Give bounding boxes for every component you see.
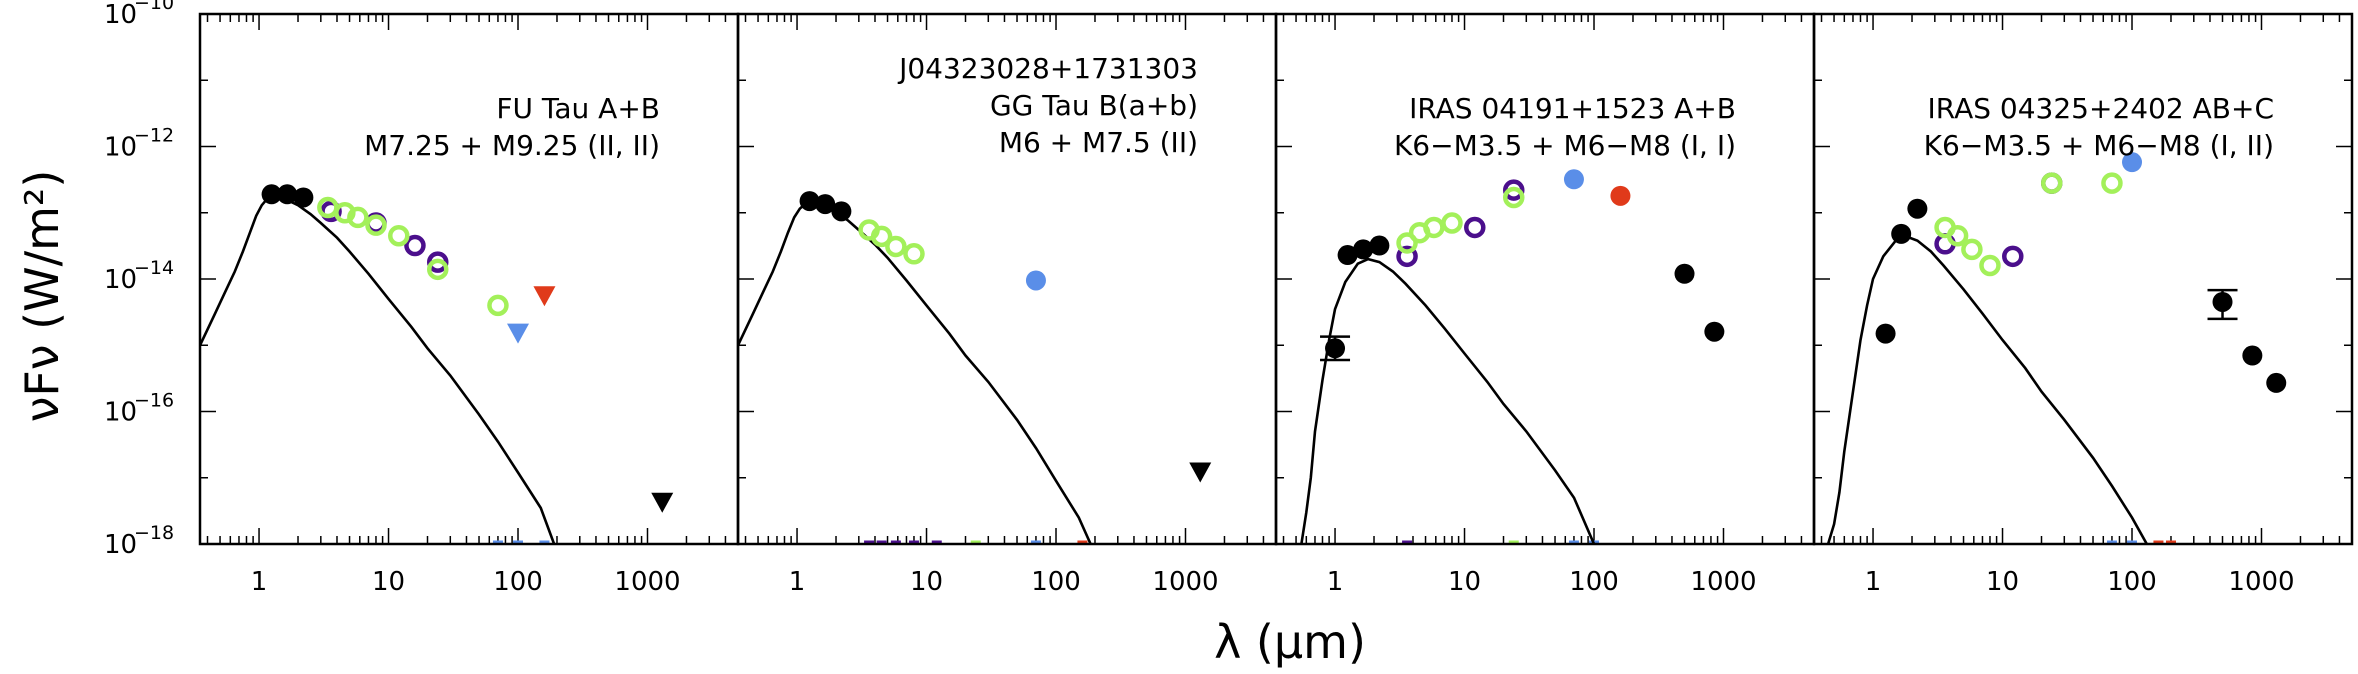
data-point [1610,185,1631,206]
panel-4: IRAS 04325+2402 AB+C K6−M3.5 + M6−M8 (I, … [1812,12,2354,546]
data-point [1875,323,1896,344]
y-tick-label: 10−10 [104,0,174,30]
y-tick-label: 10−16 [104,390,174,428]
data-point [1946,224,1969,247]
x-tick-label: 10 [372,567,405,597]
model-sed-curve [1300,257,1596,544]
data-point [870,225,893,248]
upper-limit-marker [507,323,530,344]
data-point [2041,172,2063,194]
data-point [1704,321,1725,342]
upper-limit-marker [1189,462,1212,483]
data-point [1503,186,1525,209]
x-tick-label: 1 [789,567,806,597]
data-point [1674,263,1695,284]
data-point [427,258,449,281]
data-point [1979,254,2001,277]
data-point [347,206,369,229]
panel-title-line: FU Tau A+B [496,92,660,125]
data-point [1025,270,1046,291]
data-point [815,194,836,215]
y-tick-label: 10−18 [104,522,174,560]
data-point [2122,152,2143,173]
panel-title-line: K6−M3.5 + M6−M8 (I, II) [1924,129,2274,162]
y-axis-label: νFν (W/m²) [15,170,69,423]
x-tick-label: 100 [2107,567,2157,597]
upper-limit-marker [533,286,556,307]
model-sed-curve [200,194,556,544]
data-point [2242,345,2263,366]
data-point [885,235,907,258]
panel-title-line: K6−M3.5 + M6−M8 (I, I) [1394,129,1736,162]
panel-title-line: M7.25 + M9.25 (II, II) [364,129,660,162]
x-tick-label: 100 [1569,567,1619,597]
data-point [277,184,298,205]
panel-frame [1812,12,2354,546]
panel-3: IRAS 04191+1523 A+B K6−M3.5 + M6−M8 (I, I… [1274,12,1816,546]
panel-2: J04323028+1731303 GG Tau B(a+b) M6 + M7.5 … [736,12,1278,546]
x-tick-label: 10 [1448,567,1481,597]
x-tick-label: 100 [493,567,543,597]
panel-title-line: J04323028+1731303 [897,52,1198,85]
model-sed-curve [738,200,1092,544]
data-point [2212,291,2233,312]
data-point [1503,179,1525,201]
data-point [404,234,426,257]
data-point [1396,232,1418,254]
x-tick-label: 10 [1986,567,2019,597]
data-point [1353,239,1374,260]
data-point [427,251,449,273]
x-tick-label: 1 [1327,567,1344,597]
data-point [1961,238,1983,261]
x-tick-label: 1000 [1152,567,1218,597]
x-tick-label: 1 [1865,567,1882,597]
data-point [1441,212,1463,234]
panel-title-line: IRAS 04191+1523 A+B [1409,92,1736,125]
data-point [487,294,509,317]
data-point [388,224,410,247]
x-tick-label: 100 [1031,567,1081,597]
y-tick-label: 10−12 [104,125,174,163]
data-point [1464,216,1486,239]
x-tick-label: 1000 [2228,567,2294,597]
panel-title-line: IRAS 04325+2402 AB+C [1928,92,2274,125]
data-point [1907,198,1928,219]
data-point [1563,169,1584,190]
y-tick-label: 10−14 [104,257,174,295]
upper-limit-marker [651,492,674,513]
panel-title-line: GG Tau B(a+b) [990,89,1198,122]
data-point [365,214,387,236]
x-axis-label: λ (μm) [1214,615,1366,669]
data-point [903,243,925,265]
data-point [2266,372,2287,393]
panel-title-line: M6 + M7.5 (II) [999,126,1198,159]
x-tick-label: 10 [910,567,943,597]
x-tick-label: 1000 [1690,567,1756,597]
data-point [2002,245,2024,268]
panel-1: FU Tau A+B M7.25 + M9.25 (II, II) [198,12,740,546]
data-point [1891,223,1912,244]
data-point [1337,245,1358,266]
data-point [799,191,820,212]
data-point [1396,245,1418,268]
x-tick-label: 1000 [614,567,680,597]
model-sed-curve [1826,235,2148,544]
data-point [261,184,282,205]
x-tick-label: 1 [251,567,268,597]
data-point [1325,338,1346,359]
data-point [2101,172,2123,194]
data-point [1369,235,1390,256]
data-point [831,201,852,222]
data-point [293,187,314,208]
